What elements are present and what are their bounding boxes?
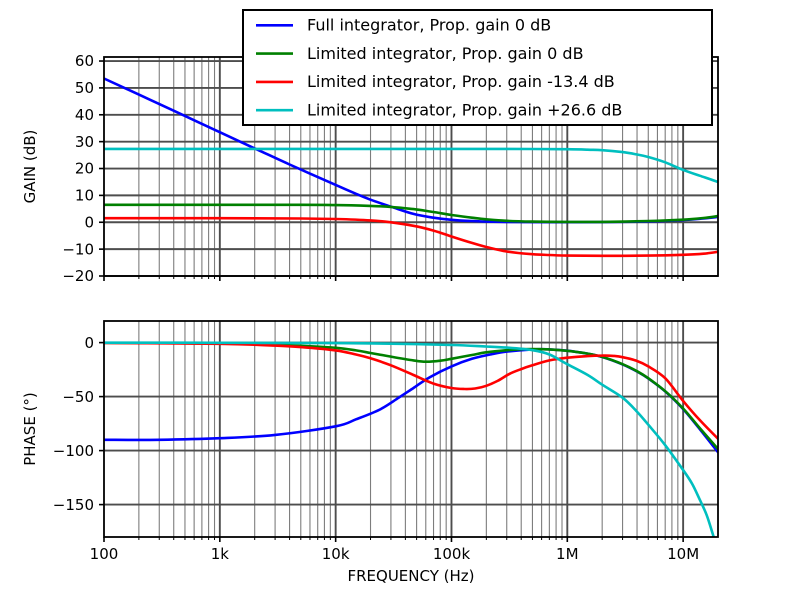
x-tick-label: 1M — [556, 545, 579, 563]
x-tick-label: 100 — [90, 545, 119, 563]
x-tick-label: 10k — [322, 545, 350, 563]
x-tick-label: 10M — [667, 545, 699, 563]
gain-ytick-label: 0 — [84, 213, 94, 231]
gain-curves — [104, 77, 718, 258]
gain-ytick-label: −20 — [62, 267, 94, 285]
series-curve — [104, 341, 718, 440]
phase-ytick-label: −100 — [53, 442, 94, 460]
gain-ytick-label: 50 — [75, 79, 94, 97]
legend: Full integrator, Prop. gain 0 dB Limited… — [242, 9, 713, 126]
legend-label: Limited integrator, Prop. gain +26.6 dB — [307, 100, 622, 119]
phase-ytick-label: −50 — [62, 388, 94, 406]
phase-spines — [103, 320, 719, 538]
legend-box — [242, 9, 713, 126]
gain-axis-label: GAIN (dB) — [21, 130, 39, 204]
phase-panel: 0 −50 −100 −150 100 1k 10k 100k 1M 10M — [53, 320, 719, 563]
phase-curves — [104, 341, 718, 537]
legend-item: Full integrator, Prop. gain 0 dB — [256, 16, 551, 35]
phase-axis-label: PHASE (°) — [21, 392, 39, 466]
gain-ytick-label: 10 — [75, 187, 94, 205]
legend-label: Limited integrator, Prop. gain 0 dB — [307, 44, 584, 63]
series-curve — [104, 341, 718, 451]
x-tick-label: 1k — [211, 545, 230, 563]
series-curve — [104, 147, 718, 184]
phase-ytick-label: −150 — [53, 496, 94, 514]
legend-label: Full integrator, Prop. gain 0 dB — [307, 16, 551, 35]
x-axis-label: FREQUENCY (Hz) — [347, 567, 474, 585]
phase-ytick-label: 0 — [84, 334, 94, 352]
legend-label: Limited integrator, Prop. gain -13.4 dB — [307, 72, 615, 91]
gain-ytick-label: 60 — [75, 52, 94, 70]
gain-ytick-label: 30 — [75, 133, 94, 151]
legend-item: Limited integrator, Prop. gain +26.6 dB — [256, 100, 622, 119]
legend-item: Limited integrator, Prop. gain -13.4 dB — [256, 72, 615, 91]
series-curve — [104, 216, 718, 258]
series-curve — [104, 341, 715, 537]
gain-ytick-label: 40 — [75, 106, 94, 124]
gain-ytick-label: −10 — [62, 240, 94, 258]
legend-item: Limited integrator, Prop. gain 0 dB — [256, 44, 584, 63]
series-curve — [104, 203, 718, 224]
gain-ytick-label: 20 — [75, 160, 94, 178]
x-tick-label: 100k — [433, 545, 471, 563]
